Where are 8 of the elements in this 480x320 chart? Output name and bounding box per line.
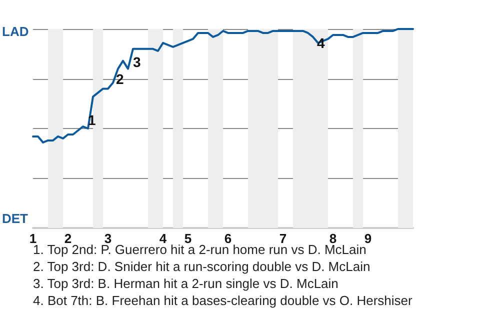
text: 4. Bot 7th: B. Freehan hit a bases-clearing double vs O. Hershiser [33,293,414,308]
text: 2. Top 3rd: D. Snider hit a run-scoring double vs D. McLain [33,259,370,274]
annotation: 3 [133,54,141,70]
text: 3. Top 3rd: B. Herman hit a 2-run single vs D. McLain [33,276,338,291]
text: LAD [2,24,29,39]
x-tick-label: 9 [364,231,372,246]
text: DET [2,211,28,226]
annotation: 2 [116,71,124,87]
